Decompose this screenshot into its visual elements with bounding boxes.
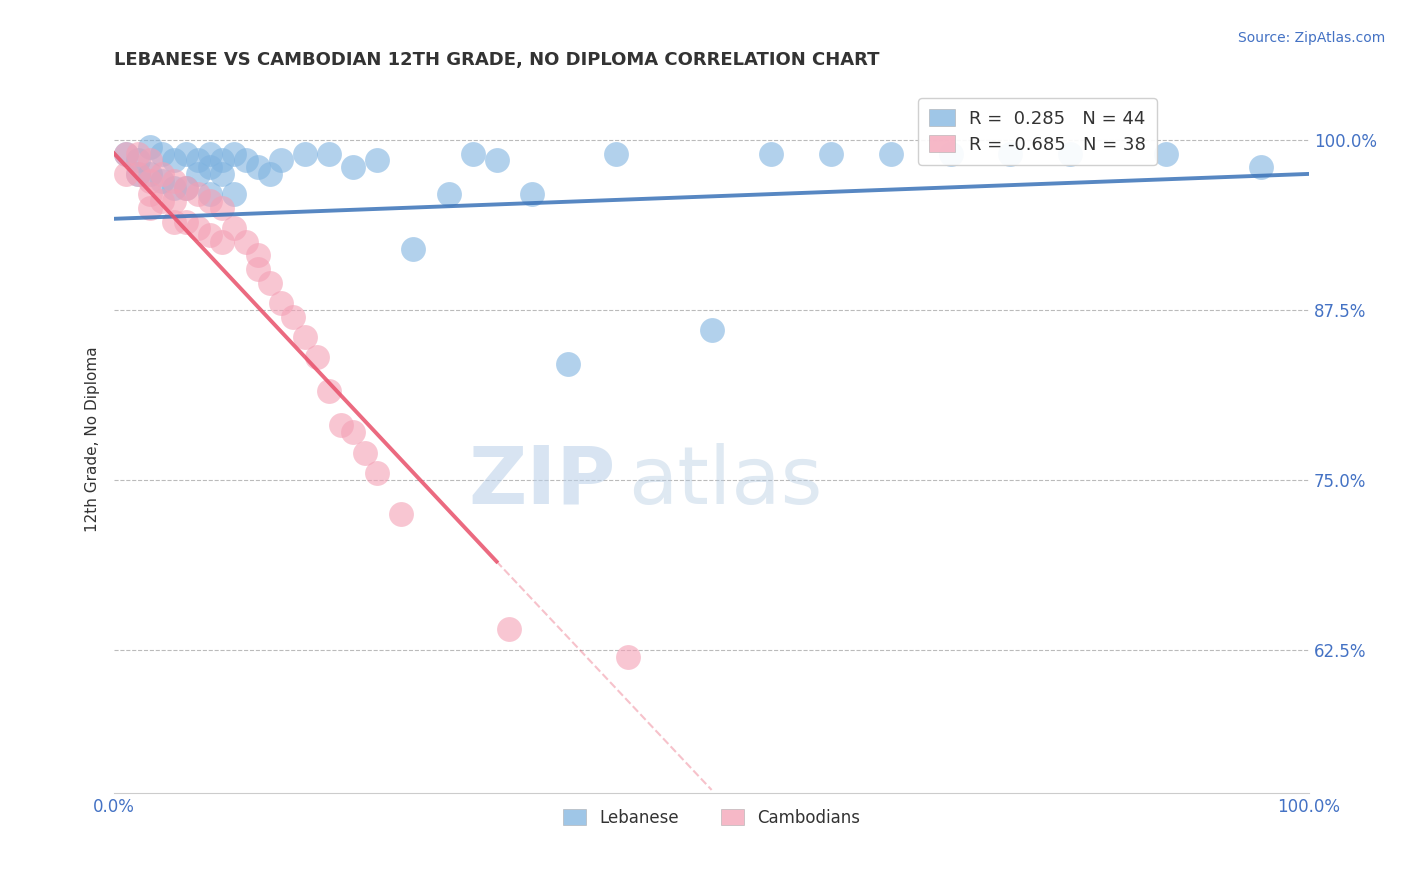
Point: [235, 153, 257, 168]
Point: [211, 167, 233, 181]
Point: [700, 323, 723, 337]
Point: [294, 146, 316, 161]
Point: [198, 228, 221, 243]
Point: [211, 235, 233, 249]
Point: [187, 153, 209, 168]
Point: [150, 167, 173, 181]
Point: [174, 214, 197, 228]
Point: [115, 167, 138, 181]
Point: [163, 180, 186, 194]
Y-axis label: 12th Grade, No Diploma: 12th Grade, No Diploma: [86, 346, 100, 532]
Text: Source: ZipAtlas.com: Source: ZipAtlas.com: [1237, 31, 1385, 45]
Point: [402, 242, 425, 256]
Point: [617, 649, 640, 664]
Point: [174, 146, 197, 161]
Point: [557, 357, 579, 371]
Point: [1059, 146, 1081, 161]
Point: [174, 180, 197, 194]
Point: [283, 310, 305, 324]
Point: [127, 153, 149, 168]
Point: [139, 201, 162, 215]
Point: [1154, 146, 1177, 161]
Point: [366, 153, 388, 168]
Point: [485, 153, 508, 168]
Point: [342, 160, 364, 174]
Point: [198, 187, 221, 202]
Point: [461, 146, 484, 161]
Text: atlas: atlas: [628, 442, 823, 521]
Point: [222, 187, 245, 202]
Point: [389, 507, 412, 521]
Point: [139, 153, 162, 168]
Point: [318, 146, 340, 161]
Point: [342, 425, 364, 440]
Point: [605, 146, 627, 161]
Point: [127, 167, 149, 181]
Point: [246, 248, 269, 262]
Point: [139, 139, 162, 153]
Point: [187, 187, 209, 202]
Point: [163, 194, 186, 208]
Point: [163, 174, 186, 188]
Point: [318, 384, 340, 399]
Point: [246, 262, 269, 277]
Point: [522, 187, 544, 202]
Point: [259, 167, 281, 181]
Point: [1250, 160, 1272, 174]
Point: [150, 174, 173, 188]
Point: [139, 174, 162, 188]
Point: [354, 445, 377, 459]
Point: [222, 221, 245, 235]
Point: [174, 180, 197, 194]
Point: [366, 466, 388, 480]
Point: [150, 146, 173, 161]
Point: [235, 235, 257, 249]
Point: [270, 153, 292, 168]
Point: [150, 194, 173, 208]
Point: [198, 146, 221, 161]
Point: [127, 167, 149, 181]
Legend: Lebanese, Cambodians: Lebanese, Cambodians: [557, 803, 868, 834]
Point: [163, 214, 186, 228]
Point: [139, 187, 162, 202]
Point: [939, 146, 962, 161]
Point: [139, 167, 162, 181]
Point: [437, 187, 460, 202]
Text: LEBANESE VS CAMBODIAN 12TH GRADE, NO DIPLOMA CORRELATION CHART: LEBANESE VS CAMBODIAN 12TH GRADE, NO DIP…: [114, 51, 880, 69]
Point: [187, 221, 209, 235]
Point: [211, 153, 233, 168]
Point: [211, 201, 233, 215]
Point: [259, 276, 281, 290]
Point: [198, 194, 221, 208]
Point: [115, 146, 138, 161]
Point: [761, 146, 783, 161]
Point: [127, 146, 149, 161]
Point: [163, 153, 186, 168]
Point: [1000, 146, 1022, 161]
Point: [294, 330, 316, 344]
Point: [498, 623, 520, 637]
Point: [222, 146, 245, 161]
Point: [115, 146, 138, 161]
Point: [187, 167, 209, 181]
Point: [307, 351, 329, 365]
Point: [820, 146, 842, 161]
Text: ZIP: ZIP: [468, 442, 616, 521]
Point: [270, 296, 292, 310]
Point: [198, 160, 221, 174]
Point: [246, 160, 269, 174]
Point: [880, 146, 903, 161]
Point: [330, 418, 353, 433]
